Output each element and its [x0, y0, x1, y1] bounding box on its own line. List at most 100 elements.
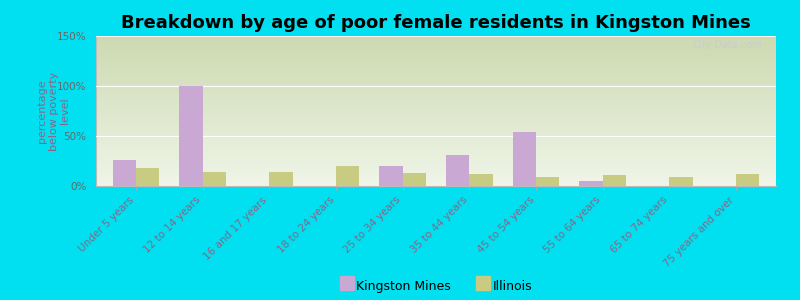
Bar: [96, 115, 776, 116]
Bar: [96, 49, 776, 50]
Bar: [736, 174, 759, 186]
Bar: [96, 75, 776, 76]
Bar: [96, 154, 776, 155]
Bar: [96, 109, 776, 110]
Bar: [96, 181, 776, 182]
Bar: [96, 42, 776, 43]
Bar: [96, 120, 776, 121]
Bar: [470, 174, 493, 186]
Bar: [96, 96, 776, 97]
Bar: [96, 130, 776, 131]
Bar: [96, 63, 776, 64]
Bar: [270, 172, 293, 186]
Bar: [96, 110, 776, 111]
Bar: [96, 88, 776, 89]
Bar: [96, 66, 776, 67]
Bar: [96, 175, 776, 176]
Bar: [96, 98, 776, 99]
Bar: [96, 160, 776, 161]
Bar: [96, 174, 776, 175]
Bar: [446, 155, 470, 186]
Bar: [202, 172, 226, 186]
Bar: [96, 60, 776, 61]
Bar: [96, 102, 776, 103]
Bar: [96, 136, 776, 137]
Bar: [96, 171, 776, 172]
Bar: [96, 135, 776, 136]
Bar: [96, 65, 776, 66]
Bar: [96, 183, 776, 184]
Bar: [96, 114, 776, 115]
Bar: [96, 80, 776, 81]
Bar: [96, 126, 776, 127]
Bar: [96, 149, 776, 150]
Legend: Kingston Mines, Illinois: Kingston Mines, Illinois: [335, 275, 537, 298]
Bar: [96, 100, 776, 101]
Bar: [96, 150, 776, 151]
Bar: [602, 175, 626, 186]
Bar: [136, 168, 159, 186]
Bar: [96, 108, 776, 109]
Bar: [96, 178, 776, 179]
Bar: [96, 125, 776, 126]
Bar: [96, 118, 776, 119]
Bar: [96, 45, 776, 46]
Bar: [96, 169, 776, 170]
Bar: [96, 78, 776, 79]
Bar: [96, 159, 776, 160]
Bar: [96, 93, 776, 94]
Bar: [96, 129, 776, 130]
Bar: [96, 118, 776, 119]
Bar: [96, 165, 776, 166]
Bar: [96, 77, 776, 78]
Bar: [96, 36, 776, 37]
Bar: [96, 148, 776, 149]
Bar: [96, 97, 776, 98]
Bar: [96, 85, 776, 86]
Bar: [96, 142, 776, 143]
Bar: [336, 166, 359, 186]
Bar: [96, 95, 776, 96]
Bar: [96, 167, 776, 168]
Bar: [96, 143, 776, 144]
Bar: [96, 132, 776, 133]
Bar: [96, 100, 776, 101]
Bar: [96, 137, 776, 138]
Bar: [96, 76, 776, 77]
Bar: [96, 161, 776, 162]
Bar: [96, 182, 776, 183]
Bar: [96, 180, 776, 181]
Bar: [579, 181, 602, 186]
Bar: [96, 73, 776, 74]
Bar: [96, 153, 776, 154]
Bar: [96, 84, 776, 85]
Bar: [96, 92, 776, 93]
Bar: [402, 173, 426, 186]
Bar: [96, 146, 776, 147]
Bar: [96, 91, 776, 92]
Bar: [96, 74, 776, 75]
Bar: [96, 176, 776, 177]
Bar: [96, 155, 776, 156]
Bar: [96, 184, 776, 185]
Bar: [513, 132, 536, 186]
Bar: [96, 46, 776, 47]
Bar: [96, 121, 776, 122]
Bar: [96, 134, 776, 135]
Bar: [96, 138, 776, 139]
Bar: [96, 172, 776, 173]
Bar: [96, 70, 776, 71]
Bar: [96, 185, 776, 186]
Bar: [96, 160, 776, 161]
Bar: [96, 101, 776, 102]
Bar: [670, 177, 693, 186]
Bar: [96, 144, 776, 145]
Text: City-Data.com: City-Data.com: [693, 40, 762, 50]
Bar: [96, 53, 776, 54]
Bar: [96, 166, 776, 167]
Bar: [96, 127, 776, 128]
Bar: [96, 90, 776, 91]
Bar: [536, 177, 559, 186]
Bar: [96, 79, 776, 80]
Bar: [96, 52, 776, 53]
